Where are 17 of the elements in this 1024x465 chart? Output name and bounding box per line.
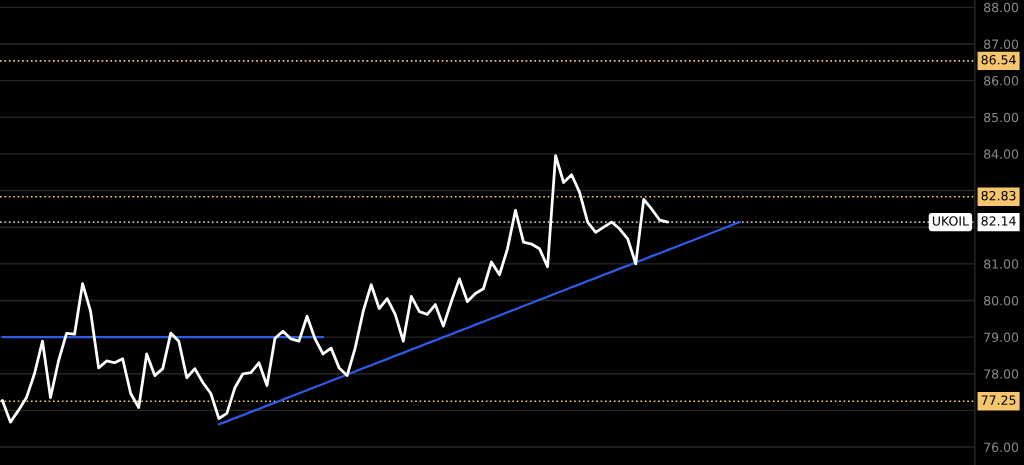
ref-line-label: 82.14 — [981, 216, 1016, 226]
y-tick-label: 86.00 — [984, 76, 1019, 86]
y-tick-label: 87.00 — [984, 39, 1019, 49]
ref-line-label: 82.83 — [981, 190, 1016, 201]
y-tick-label: 81.00 — [984, 259, 1019, 269]
y-tick-label: 85.00 — [984, 112, 1019, 123]
y-tick-label: 76.00 — [984, 442, 1019, 452]
y-tick-label: 84.00 — [984, 149, 1019, 159]
y-tick-label: 78.00 — [984, 369, 1019, 379]
text: UKOIL — [932, 216, 969, 226]
line-series — [1, 154, 670, 424]
y-tick-label: 79.00 — [984, 332, 1019, 343]
y-tick-label: 88.00 — [984, 2, 1019, 13]
ref-line-label: 77.25 — [981, 395, 1016, 405]
y-tick-label: 80.00 — [984, 295, 1019, 306]
ref-line-label: 86.54 — [981, 55, 1016, 65]
line-series — [217, 220, 742, 426]
